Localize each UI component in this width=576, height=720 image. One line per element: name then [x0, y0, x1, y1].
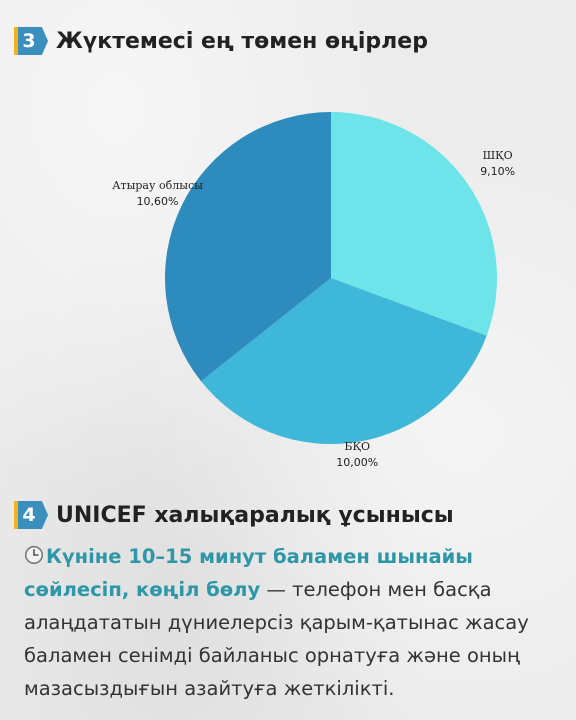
pie-labels: ШҚО 9,10% БҚО 10,00% Атырау облысы 10,60%	[112, 149, 515, 469]
pie-slice	[331, 112, 497, 336]
recommendation-highlight: Күніне 10–15 минут баламен шынайы сөйлес…	[24, 545, 473, 601]
slice-value-label: 10,60%	[137, 195, 179, 208]
pie-slices	[165, 112, 497, 444]
clock-icon	[24, 545, 44, 565]
slice-label: Атырау облысы	[112, 179, 203, 192]
slice-value-label: 10,00%	[336, 456, 378, 469]
pie-slice	[165, 112, 331, 382]
section-3-header: 3 Жүктемесі ең төмен өңірлер	[14, 24, 428, 58]
slice-label: БҚО	[344, 440, 370, 453]
section-number-badge: 4	[14, 501, 48, 529]
section-title: UNICEF халықаралық ұсынысы	[56, 502, 454, 528]
pie-chart: ШҚО 9,10% БҚО 10,00% Атырау облысы 10,60%	[112, 112, 515, 469]
section-number-badge: 3	[14, 27, 48, 55]
slice-label: ШҚО	[483, 149, 513, 162]
pie-slice	[201, 278, 487, 444]
section-4-header: 4 UNICEF халықаралық ұсынысы	[14, 498, 454, 532]
recommendation-rest: — телефон мен басқа алаңдататын дүниелер…	[24, 578, 529, 700]
slice-value-label: 9,10%	[480, 165, 515, 178]
recommendation-text: Күніне 10–15 минут баламен шынайы сөйлес…	[24, 540, 564, 705]
section-title: Жүктемесі ең төмен өңірлер	[56, 28, 428, 54]
